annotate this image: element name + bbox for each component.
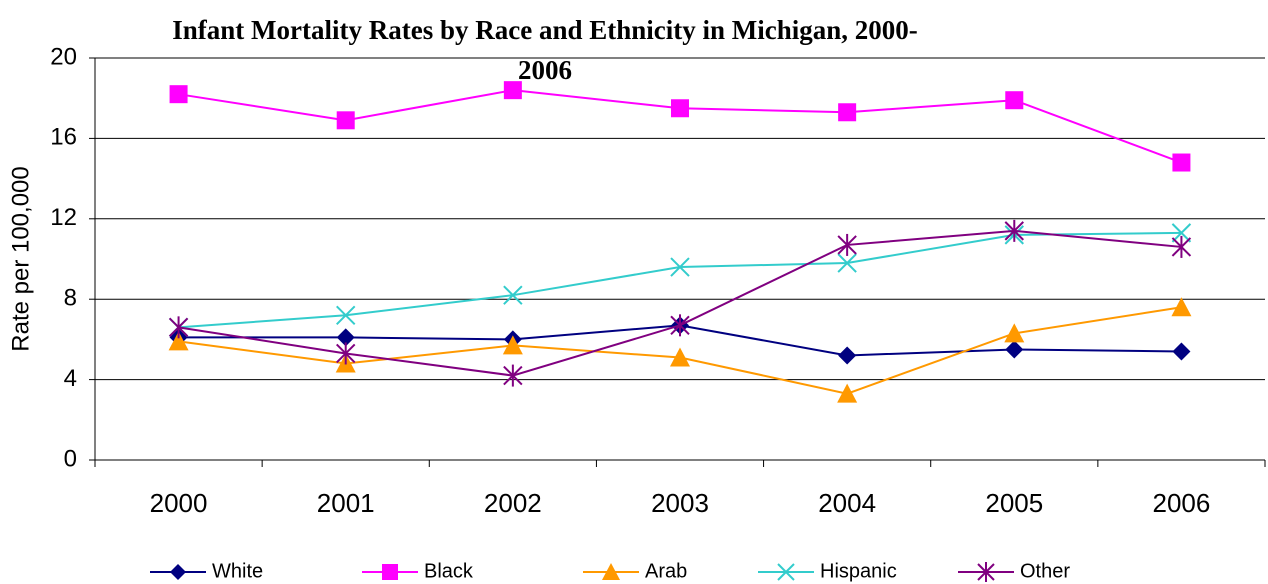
marker-shape (1005, 340, 1024, 359)
marker-shape (336, 111, 355, 130)
data-point (837, 383, 858, 403)
x-tick-label: 2003 (651, 488, 709, 518)
marker-shape (170, 564, 186, 580)
data-point (1171, 297, 1192, 317)
marker-shape (503, 285, 523, 305)
marker-shape (503, 81, 522, 100)
data-point (837, 253, 857, 273)
y-tick-label: 4 (64, 365, 77, 392)
legend-label: White (212, 560, 263, 582)
marker-shape (777, 563, 795, 581)
data-point (1171, 223, 1192, 243)
y-tick-label: 16 (50, 124, 77, 151)
marker-shape (1171, 297, 1192, 317)
data-point (1171, 235, 1192, 258)
legend-marker (777, 563, 795, 581)
marker-shape (1172, 153, 1191, 172)
marker-shape (336, 305, 356, 325)
data-point (336, 328, 355, 347)
marker-shape (1004, 323, 1025, 343)
marker-shape (168, 331, 189, 351)
marker-shape (837, 383, 858, 403)
data-point (336, 305, 356, 325)
x-tick-label: 2002 (484, 488, 542, 518)
x-tick-label: 2006 (1153, 488, 1211, 518)
data-point (838, 103, 857, 122)
data-point (1004, 219, 1024, 242)
data-point (1172, 153, 1191, 172)
data-point (503, 364, 523, 387)
data-point (168, 331, 189, 351)
legend-label: Arab (645, 560, 687, 582)
legend-marker (382, 564, 398, 580)
series-line (178, 231, 1182, 329)
y-tick-label: 8 (64, 285, 77, 312)
marker-shape (838, 346, 857, 365)
data-point (168, 316, 189, 339)
marker-shape (502, 335, 523, 355)
y-tick-label: 12 (50, 204, 77, 231)
marker-shape (602, 563, 620, 580)
data-point (169, 85, 188, 104)
data-point (670, 314, 690, 337)
data-point (837, 233, 857, 256)
x-tick-label: 2000 (150, 488, 208, 518)
legend-label: Black (424, 560, 474, 582)
data-point (671, 99, 689, 118)
data-point (1005, 91, 1024, 110)
marker-shape (837, 253, 857, 273)
marker-shape (838, 103, 857, 122)
data-point (336, 342, 356, 365)
y-tick-label: 0 (64, 445, 77, 472)
x-tick-label: 2005 (985, 488, 1043, 518)
x-tick-label: 2004 (818, 488, 876, 518)
data-point (838, 346, 857, 365)
marker-shape (336, 328, 355, 347)
legend-marker (977, 562, 995, 582)
data-point (503, 81, 522, 100)
data-point (670, 257, 690, 277)
marker-shape (382, 564, 398, 580)
legend-label: Other (1020, 560, 1070, 582)
data-point (336, 111, 355, 130)
x-tick-label: 2001 (317, 488, 375, 518)
marker-shape (670, 257, 690, 277)
y-axis-label: Rate per 100,000 (7, 166, 34, 351)
marker-shape (1005, 91, 1024, 110)
data-point (670, 347, 690, 367)
marker-shape (169, 85, 188, 104)
data-point (1172, 342, 1191, 361)
marker-shape (1171, 223, 1192, 243)
data-point (1005, 340, 1024, 359)
marker-shape (1172, 342, 1191, 361)
legend-marker (602, 563, 620, 580)
y-tick-label: 20 (50, 43, 77, 70)
data-point (1004, 323, 1025, 343)
legend-marker (170, 564, 186, 580)
data-point (503, 285, 523, 305)
marker-shape (671, 99, 689, 118)
data-point (502, 335, 523, 355)
chart-title: Infant Mortality Rates by Race and Ethni… (172, 15, 918, 85)
legend-label: Hispanic (820, 560, 897, 582)
marker-shape (670, 347, 690, 367)
